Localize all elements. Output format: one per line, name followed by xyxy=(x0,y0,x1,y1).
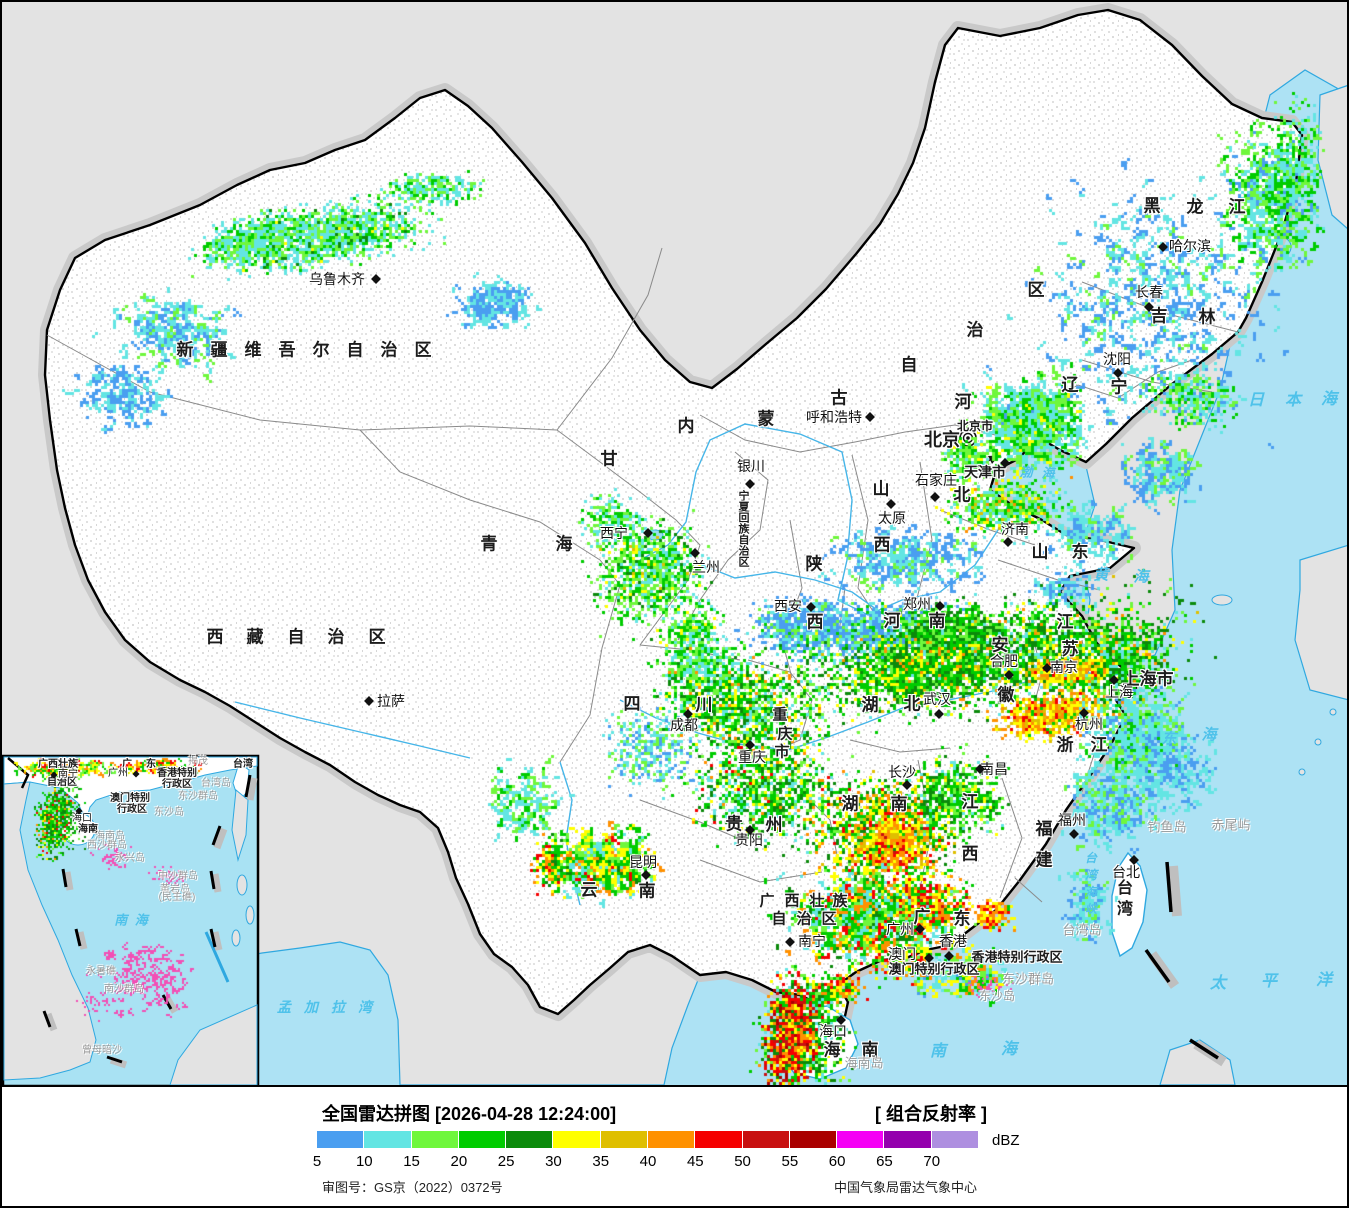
dbz-tick-labels: 5 10 15 20 25 30 35 40 45 50 55 60 65 70 xyxy=(313,1153,979,1171)
dbz-unit-label: dBZ xyxy=(992,1132,1020,1149)
colorbar-swatch-65 xyxy=(884,1131,931,1148)
map-area: 新疆维吾尔自治区西藏自治区青海甘内蒙古自治区宁夏回族自治区陕西山西河北山东河南湖… xyxy=(2,2,1347,1087)
map-title: 全国雷达拼图 [2026-04-28 12:24:00] xyxy=(322,1104,617,1124)
colorbar-swatch-55 xyxy=(789,1131,837,1148)
colorbar-swatch-70 xyxy=(931,1131,978,1148)
issuing-agency: 中国气象局雷达气象中心 xyxy=(833,1180,977,1195)
dbz-tick-20: 20 xyxy=(450,1153,468,1170)
colorbar-swatch-40 xyxy=(647,1131,695,1148)
colorbar-swatch-10 xyxy=(364,1131,411,1148)
colorbar-swatch-50 xyxy=(742,1131,789,1148)
map-approval-number: 审图号：GS京（2022）0372号 xyxy=(322,1180,503,1195)
dbz-tick-25: 25 xyxy=(497,1153,515,1170)
colorbar-swatch-15 xyxy=(411,1131,458,1148)
dbz-tick-35: 35 xyxy=(592,1153,610,1170)
dbz-tick-65: 65 xyxy=(876,1153,893,1170)
product-name: [ 组合反射率 ] xyxy=(875,1104,987,1124)
colorbar-swatch-35 xyxy=(600,1131,647,1148)
colorbar-swatch-45 xyxy=(695,1131,742,1148)
colorbar-swatch-25 xyxy=(506,1131,553,1148)
dbz-tick-50: 50 xyxy=(734,1153,751,1170)
colorbar-swatch-20 xyxy=(458,1131,506,1148)
colorbar-swatch-60 xyxy=(837,1131,884,1148)
dbz-tick-30: 30 xyxy=(545,1153,562,1170)
colorbar-swatch-5 xyxy=(317,1131,364,1148)
dbz-colorbar xyxy=(317,1131,979,1148)
colorbar-swatch-30 xyxy=(553,1131,600,1148)
dbz-tick-55: 55 xyxy=(781,1153,799,1170)
dbz-tick-5: 5 xyxy=(312,1153,322,1170)
legend-bar: 全国雷达拼图 [2026-04-28 12:24:00] [ 组合反射率 ] 5… xyxy=(2,1087,1347,1204)
radar-echo-layer xyxy=(2,2,1347,1085)
dbz-tick-70: 70 xyxy=(923,1153,941,1170)
dbz-tick-45: 45 xyxy=(686,1153,704,1170)
dbz-tick-15: 15 xyxy=(403,1153,420,1170)
dbz-tick-10: 10 xyxy=(355,1153,373,1170)
dbz-tick-60: 60 xyxy=(828,1153,846,1170)
dbz-tick-40: 40 xyxy=(639,1153,657,1170)
